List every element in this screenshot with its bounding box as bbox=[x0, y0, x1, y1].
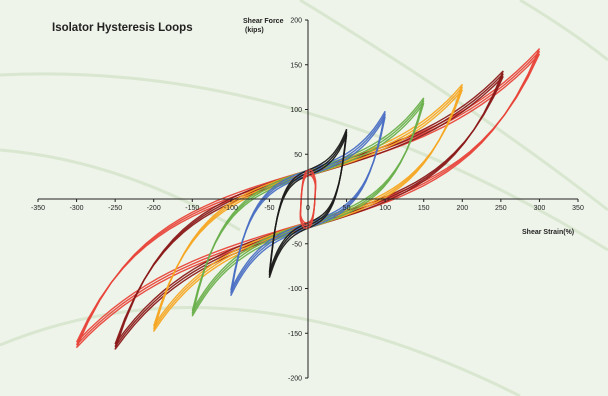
x-tick-label: -250 bbox=[108, 205, 122, 212]
x-tick-label: 150 bbox=[418, 205, 430, 212]
hysteresis-loop-4 bbox=[191, 97, 425, 317]
hysteresis-loop-7 bbox=[299, 169, 317, 229]
x-tick-label: 200 bbox=[456, 205, 468, 212]
y-tick-label: -100 bbox=[288, 286, 302, 293]
y-tick-label: 150 bbox=[290, 62, 302, 69]
x-tick-label: -50 bbox=[264, 205, 274, 212]
x-tick-label: 350 bbox=[572, 205, 584, 212]
y-tick-label: 100 bbox=[290, 107, 302, 114]
x-tick-label: 100 bbox=[379, 205, 391, 212]
x-tick-label: -300 bbox=[70, 205, 84, 212]
y-axis-title-line2: (kips) bbox=[245, 27, 264, 34]
chart-title: Isolator Hysteresis Loops bbox=[52, 22, 193, 34]
hysteresis-loop-3 bbox=[153, 89, 463, 327]
x-tick-label: 0 bbox=[306, 205, 310, 212]
hysteresis-loop-7 bbox=[299, 174, 317, 224]
hysteresis-loop-3 bbox=[153, 84, 463, 332]
y-tick-label: 50 bbox=[294, 152, 302, 159]
background-arc bbox=[0, 306, 521, 396]
y-axis-title-line1: Shear Force bbox=[243, 18, 284, 25]
x-axis-title: Shear Strain(%) bbox=[522, 229, 574, 236]
axes bbox=[37, 19, 579, 379]
x-tick-label: -150 bbox=[185, 205, 199, 212]
background-arc bbox=[299, 0, 608, 212]
x-tick-label: -350 bbox=[31, 205, 45, 212]
x-tick-label: 300 bbox=[534, 205, 546, 212]
x-tick-label: 50 bbox=[343, 205, 351, 212]
background-arc bbox=[0, 72, 608, 252]
x-tick-label: -100 bbox=[224, 205, 238, 212]
y-tick-label: -50 bbox=[292, 241, 302, 248]
background-arc bbox=[519, 0, 608, 62]
x-tick-label: -200 bbox=[147, 205, 161, 212]
y-tick-label: 200 bbox=[290, 18, 302, 25]
y-tick-label: -150 bbox=[288, 331, 302, 338]
hysteresis-loop-5 bbox=[230, 116, 386, 291]
y-tick-labels: -200 -150 -100 -50 50 100 150 200 bbox=[288, 18, 302, 383]
hysteresis-loop-1 bbox=[75, 48, 541, 348]
x-tick-label: 250 bbox=[495, 205, 507, 212]
y-tick-label: -200 bbox=[288, 376, 302, 383]
x-tick-labels: -350 -300 -250 -200 -150 -100 -50 0 50 100 150 200 2… bbox=[31, 205, 584, 212]
hysteresis-loops bbox=[75, 48, 541, 350]
background-arc bbox=[0, 148, 241, 232]
hysteresis-loop-6 bbox=[268, 134, 348, 273]
